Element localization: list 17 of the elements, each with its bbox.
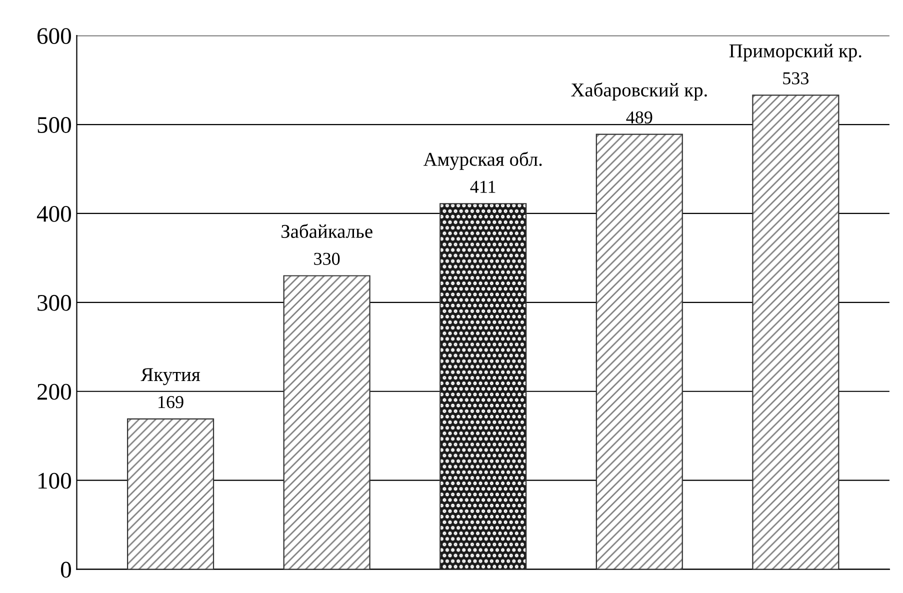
x-tick-label: Якутия xyxy=(140,368,200,386)
y-tick-label: 100 xyxy=(38,472,71,489)
x-tick-label: Хабаровский кр. xyxy=(571,82,707,101)
data-label: 489 xyxy=(626,111,652,124)
x-tick-label: Забайкалье xyxy=(282,224,372,238)
x-tick-label: Амурская обл. xyxy=(423,152,542,170)
data-label: 330 xyxy=(314,252,340,265)
y-tick-label: 600 xyxy=(37,28,71,44)
x-tick-label: Приморский кр. xyxy=(729,44,862,62)
y-tick-label: 300 xyxy=(38,294,71,311)
data-label: 533 xyxy=(783,72,809,84)
y-tick-label: 0 xyxy=(60,562,71,578)
y-tick-label: 500 xyxy=(38,117,71,133)
y-tick-label: 200 xyxy=(38,384,71,400)
data-label: 169 xyxy=(158,396,184,408)
y-tick-label: 400 xyxy=(36,206,71,222)
data-label: 411 xyxy=(470,180,496,193)
